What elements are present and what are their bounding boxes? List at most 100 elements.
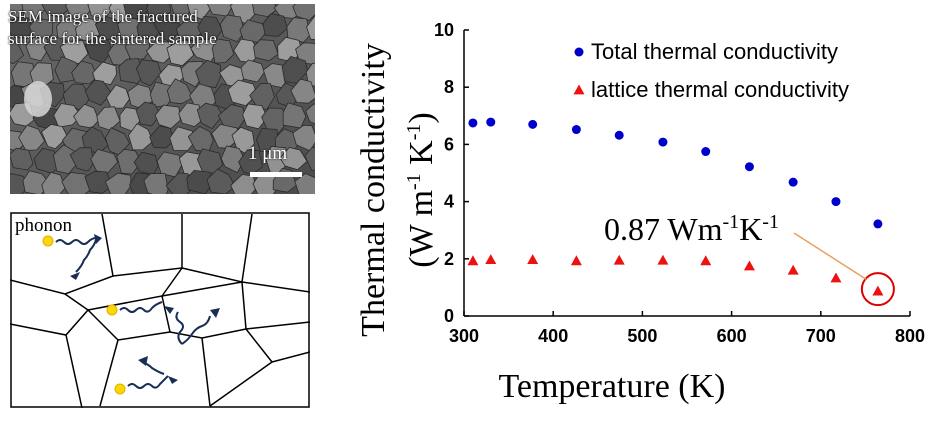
x-tick-label: 500	[627, 326, 657, 346]
y-tick-label: 2	[444, 249, 454, 269]
sem-grain	[279, 147, 308, 171]
y-unit-text: )	[403, 112, 440, 123]
x-axis-title: Temperature (K)	[499, 368, 726, 405]
y-unit-text: K	[403, 140, 440, 174]
arrow-icon	[138, 356, 148, 366]
lattice-point	[467, 255, 479, 266]
sem-grain	[10, 147, 34, 171]
sem-grain	[104, 172, 132, 194]
legend-label-lattice: lattice thermal conductivity	[591, 77, 849, 102]
sem-grain	[305, 62, 315, 87]
sem-caption: SEM image of the fractured surface for t…	[8, 6, 217, 50]
phonon-particles	[42, 235, 126, 395]
sem-grain	[196, 102, 223, 130]
sem-grain	[18, 124, 46, 151]
sem-grain	[294, 172, 315, 194]
x-tick-label: 400	[538, 326, 568, 346]
sem-grain	[118, 58, 145, 84]
arrow-icon	[94, 234, 102, 244]
lattice-point	[613, 254, 625, 265]
y-axis-title: Thermal conductivity	[355, 43, 392, 337]
sem-grain	[292, 4, 315, 21]
arrow-icon	[210, 308, 220, 318]
sem-grain	[305, 103, 315, 125]
sem-grain	[25, 37, 50, 62]
y-axis-units-part: (W m-1 K-1)	[403, 112, 440, 267]
sem-grain	[227, 79, 258, 107]
scale-bar	[250, 172, 302, 177]
sem-grain	[69, 147, 95, 172]
annotation: 0.87 Wm-1K-1	[604, 211, 895, 307]
lattice-point	[527, 254, 539, 265]
total-point	[468, 118, 478, 128]
y-tick-label: 0	[444, 306, 454, 326]
sem-grain	[10, 41, 25, 64]
x-tick-label: 300	[449, 326, 479, 346]
phonon-arrowheads	[70, 234, 220, 384]
total-point	[528, 119, 538, 129]
sem-grain	[143, 173, 169, 194]
y-unit-sup: -1	[403, 124, 425, 141]
annotation-label: 0.87 Wm-1K-1	[604, 211, 779, 247]
sem-image	[10, 4, 315, 194]
phonon-label: phonon	[15, 215, 72, 236]
sem-grain	[61, 171, 91, 194]
sem-grain	[206, 168, 236, 194]
sem-grain	[186, 169, 214, 194]
phonon-dot	[114, 383, 126, 395]
lattice-point	[830, 272, 842, 283]
sem-grain	[306, 15, 315, 40]
sem-grain	[149, 125, 175, 149]
sem-grain	[10, 16, 35, 39]
sem-caption-line1: SEM image of the fractured	[8, 7, 198, 26]
arrow-icon	[168, 376, 178, 384]
lattice-point	[872, 285, 884, 296]
sem-grain	[253, 39, 279, 62]
sem-grain	[105, 84, 130, 109]
y-tick-label: 6	[444, 134, 454, 154]
scale-bar-label: 1 μm	[248, 143, 288, 164]
x-tick-label: 600	[717, 326, 747, 346]
highlight-circle	[860, 272, 895, 307]
total-point	[571, 125, 581, 135]
sem-grain	[304, 146, 315, 172]
total-point	[873, 219, 883, 229]
lattice-point	[657, 254, 669, 265]
sem-grain	[175, 18, 204, 42]
sem-grain	[154, 104, 181, 129]
total-point	[614, 130, 624, 140]
sem-grain	[135, 101, 161, 127]
sem-grain	[116, 148, 142, 175]
sem-grain	[53, 103, 82, 128]
sem-grain	[178, 102, 203, 128]
phonon-dot	[106, 304, 118, 316]
annotation-unit: K	[739, 211, 762, 247]
sem-grain	[195, 59, 222, 89]
legend-marker-lattice	[573, 84, 585, 95]
annotation-leader-line	[793, 232, 867, 280]
sem-grain	[169, 126, 194, 152]
legend-marker-total	[574, 47, 584, 57]
sem-grain	[94, 16, 123, 41]
legend: Total thermal conductivity lattice therma…	[573, 39, 849, 102]
sem-texture	[10, 4, 315, 194]
y-axis-title-part: Thermal conductivity	[355, 43, 392, 337]
legend-label-total: Total thermal conductivity	[591, 39, 838, 64]
sem-grain	[262, 13, 288, 37]
series-total	[468, 117, 883, 229]
schematic-frame	[10, 212, 310, 408]
lattice-point	[787, 264, 799, 275]
sem-grain	[220, 145, 245, 174]
phonon-dot	[42, 235, 54, 247]
sem-grain	[219, 14, 246, 43]
annotation-sup: -1	[723, 211, 740, 233]
sem-grain	[128, 123, 154, 151]
sem-caption-line2: surface for the sintered sample	[8, 29, 217, 48]
sem-grain	[71, 60, 98, 85]
sem-grain	[41, 4, 72, 18]
grain-boundary-schematic	[10, 212, 310, 408]
lattice-point	[743, 260, 755, 271]
y-tick-label: 10	[434, 20, 454, 40]
sem-grain	[211, 38, 235, 64]
